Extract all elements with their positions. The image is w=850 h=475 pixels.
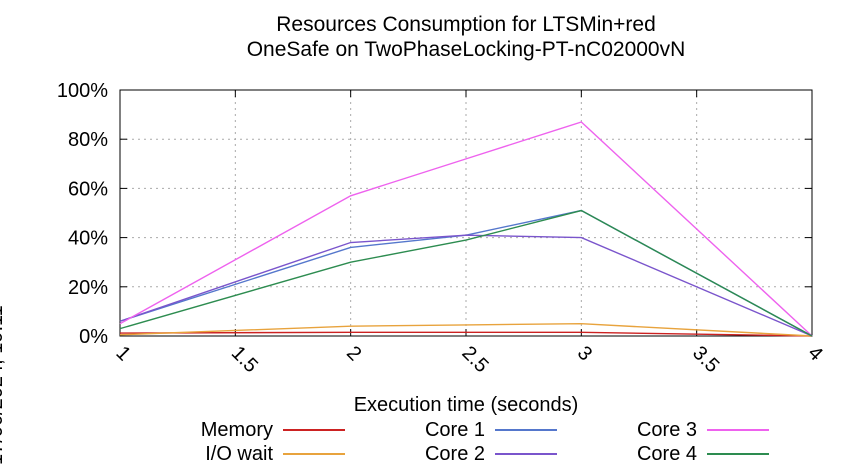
legend-label: Core 3 — [636, 418, 697, 441]
x-axis-label: Execution time (seconds) — [353, 394, 579, 416]
y-tick-label: 0% — [79, 326, 108, 348]
legend-line-sample — [495, 453, 557, 455]
legend-item-core-1: Core 1 — [375, 419, 557, 441]
legend: Memory Core 1 Core 3 I/O wait Core 2 Cor… — [163, 419, 769, 465]
legend-line-sample — [495, 429, 557, 431]
legend-label: Core 2 — [424, 442, 485, 465]
legend-line-sample — [707, 453, 769, 455]
y-tick-label: 40% — [68, 228, 108, 250]
legend-item-core-4: Core 4 — [587, 443, 769, 465]
legend-line-sample — [707, 429, 769, 431]
x-tick-label: 1 — [111, 342, 134, 365]
x-tick-label: 2.5 — [457, 342, 492, 377]
legend-item-memory: Memory — [163, 419, 345, 441]
x-tick-label: 3 — [573, 342, 596, 365]
x-tick-label: 4 — [803, 342, 826, 365]
x-tick-label: 1.5 — [227, 342, 262, 377]
series-line-i-o-wait — [119, 322, 813, 337]
chart-title-line-1: Resources Consumption for LTSMin+red — [276, 13, 656, 36]
chart-title: Resources Consumption for LTSMin+red One… — [120, 12, 812, 62]
x-tick-label: 2 — [342, 342, 365, 365]
timestamp: 17/06/2024, 19:11 — [0, 305, 7, 465]
legend-item-io-wait: I/O wait — [163, 443, 345, 465]
legend-label: I/O wait — [205, 442, 273, 465]
y-tick-label: 20% — [68, 277, 108, 299]
legend-label: Core 4 — [636, 442, 697, 465]
legend-item-core-3: Core 3 — [587, 419, 769, 441]
series-line-core-4 — [119, 209, 813, 337]
legend-line-sample — [283, 453, 345, 455]
x-tick-label: 3.5 — [688, 342, 723, 377]
chart-title-line-2: OneSafe on TwoPhaseLocking-PT-nC02000vN — [246, 38, 686, 61]
y-tick-label: 80% — [68, 129, 108, 151]
y-tick-label: 100% — [57, 80, 108, 102]
legend-label: Memory — [200, 418, 273, 441]
legend-line-sample — [283, 429, 345, 431]
series-line-core-3 — [119, 121, 813, 337]
series-line-core-2 — [119, 234, 813, 337]
legend-item-core-2: Core 2 — [375, 443, 557, 465]
series-line-memory — [119, 331, 813, 337]
legend-label: Core 1 — [424, 418, 485, 441]
y-tick-label: 60% — [68, 178, 108, 200]
